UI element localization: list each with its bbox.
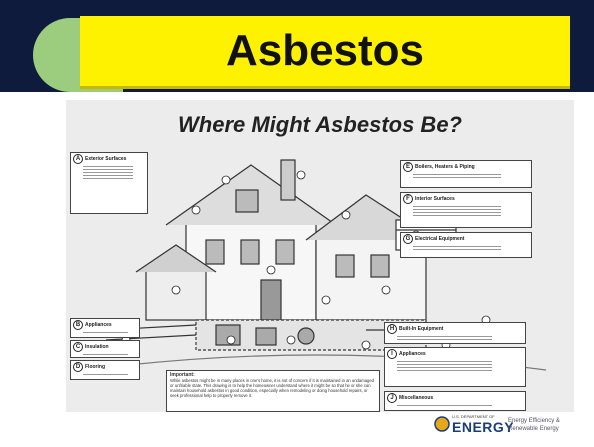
legend-label: Appliances — [85, 322, 112, 328]
text-line — [413, 209, 501, 210]
legend-letter: J — [387, 393, 397, 403]
legend-label: Miscellaneous — [399, 395, 433, 401]
text-line — [397, 361, 492, 362]
legend-label: Insulation — [85, 344, 109, 350]
text-line — [413, 249, 501, 250]
text-line — [397, 364, 492, 365]
title-box: Asbestos — [80, 16, 570, 89]
text-line — [397, 405, 492, 406]
legend-label: Built-In Equipment — [399, 326, 443, 332]
doe-seal — [434, 416, 450, 432]
legend-label: Exterior Surfaces — [85, 156, 126, 162]
legend-letter: D — [73, 362, 83, 372]
slide: Asbestos Where Might Asbestos Be? — [0, 0, 594, 447]
legend-label: Electrical Equipment — [415, 236, 464, 242]
legend-label: Flooring — [85, 364, 105, 370]
legend-letter: G — [403, 234, 413, 244]
legend-letter: F — [403, 194, 413, 204]
text-line — [397, 336, 492, 337]
text-line — [83, 166, 133, 167]
text-line — [397, 370, 492, 371]
legend-label: Boilers, Heaters & Piping — [415, 164, 475, 170]
text-line — [83, 354, 128, 355]
text-line — [83, 172, 133, 173]
text-line — [83, 169, 133, 170]
important-note: Important: While asbestos might be in ma… — [166, 370, 380, 412]
text-line — [413, 212, 501, 213]
legend-letter: H — [387, 324, 397, 334]
text-line — [413, 215, 501, 216]
text-line — [413, 177, 501, 178]
legend-label: Appliances — [399, 351, 426, 357]
footer-agency: ENERGY — [452, 419, 514, 435]
legend-letter: I — [387, 349, 397, 359]
text-line — [413, 206, 501, 207]
text-line — [413, 246, 501, 247]
important-text: While asbestos might be in many places i… — [170, 378, 374, 398]
text-line — [397, 367, 492, 368]
slide-title: Asbestos — [226, 26, 424, 76]
figure-heading: Where Might Asbestos Be? — [66, 112, 574, 138]
footer-office: Renewable Energy — [508, 426, 559, 432]
text-line — [413, 174, 501, 175]
text-line — [397, 339, 492, 340]
text-line — [83, 178, 133, 179]
text-line — [83, 374, 128, 375]
legend-letter: B — [73, 320, 83, 330]
footer-office: Energy Efficiency & — [508, 418, 560, 424]
text-line — [83, 175, 133, 176]
legend-label: Interior Surfaces — [415, 196, 455, 202]
legend-letter: E — [403, 162, 413, 172]
legend-letter: C — [73, 342, 83, 352]
legend-letter: A — [73, 154, 83, 164]
text-line — [83, 332, 128, 333]
